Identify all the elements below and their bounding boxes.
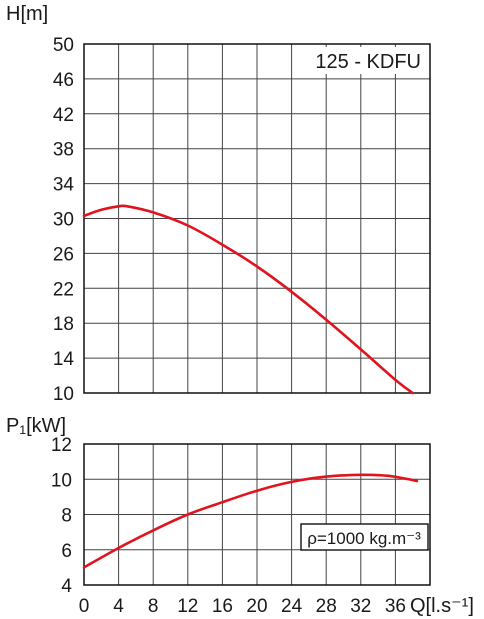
power-curve xyxy=(82,473,419,569)
head-grid xyxy=(83,43,431,394)
head-y-tick-label: 10 xyxy=(53,384,74,405)
power-grid xyxy=(83,443,431,586)
density-annotation: ρ=1000 kg.m⁻³ xyxy=(307,529,421,548)
x-tick-label: 16 xyxy=(212,596,233,617)
x-tick-label: 12 xyxy=(177,596,198,617)
x-tick-label: 20 xyxy=(246,596,267,617)
head-y-tick-label: 14 xyxy=(53,349,75,370)
x-tick-label: 0 xyxy=(79,596,90,617)
power-y-tick-label: 4 xyxy=(61,576,72,597)
head-curve xyxy=(82,204,414,395)
power-y-tick-label: 8 xyxy=(61,506,72,527)
density-box xyxy=(300,523,429,551)
head-y-tick-label: 38 xyxy=(53,140,74,161)
head-title-box xyxy=(305,47,427,74)
power-y-tick-label: 12 xyxy=(51,435,72,456)
head-y-tick-label: 42 xyxy=(53,105,74,126)
x-tick-label: 4 xyxy=(113,596,124,617)
power-y-tick-label: 6 xyxy=(61,541,72,562)
head-y-tick-label: 34 xyxy=(53,175,75,196)
head-y-tick-label: 26 xyxy=(53,244,74,265)
x-tick-label: 28 xyxy=(316,596,337,617)
head-chart-title: 125 - KDFU xyxy=(315,51,421,73)
head-plot-frame xyxy=(83,43,431,394)
x-ticks: 0 4 8 12 16 20 24 28 32 36 xyxy=(79,596,406,617)
power-y-ticks: 4 6 8 10 12 xyxy=(51,435,73,597)
x-axis-title: Q[l.s⁻¹] xyxy=(410,595,474,617)
head-y-tick-label: 46 xyxy=(53,70,74,91)
power-plot-frame xyxy=(83,443,431,586)
head-y-tick-label: 30 xyxy=(53,210,74,231)
x-tick-label: 32 xyxy=(350,596,371,617)
x-tick-label: 8 xyxy=(148,596,159,617)
head-chart: 10 14 18 22 26 30 34 38 42 46 50 H[m] 125 - KDFU xyxy=(6,3,431,405)
power-y-tick-label: 10 xyxy=(51,470,72,491)
head-y-tick-label: 50 xyxy=(53,35,74,56)
head-y-tick-label: 22 xyxy=(53,279,74,300)
head-y-axis-title: H[m] xyxy=(6,3,48,25)
head-y-ticks: 10 14 18 22 26 30 34 38 42 46 50 xyxy=(53,35,75,405)
head-y-tick-label: 18 xyxy=(53,314,74,335)
x-tick-label: 36 xyxy=(385,596,406,617)
power-y-axis-title: P₁[kW] xyxy=(6,415,66,437)
x-tick-label: 24 xyxy=(281,596,303,617)
